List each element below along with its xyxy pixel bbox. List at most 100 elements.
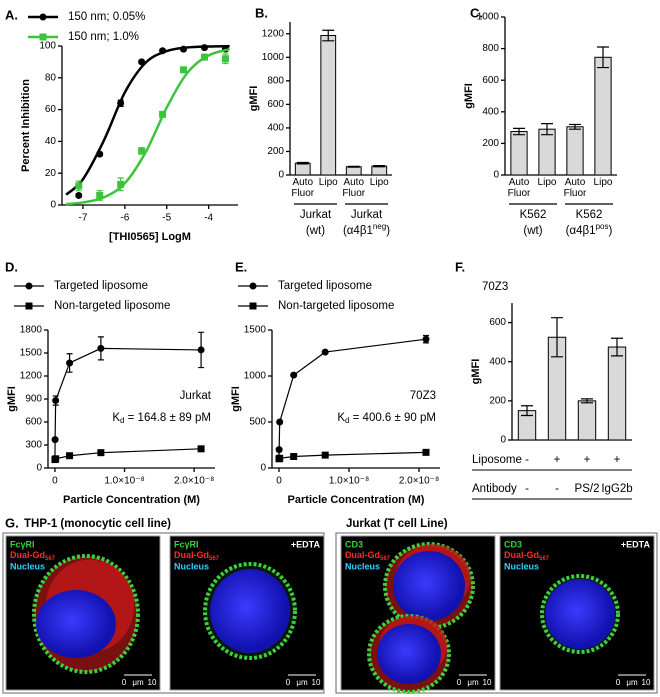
- image-frame: [335, 532, 658, 694]
- row-cell: PS/2: [575, 483, 600, 495]
- y-tick-label: 600: [482, 75, 499, 86]
- kd-subscript: d: [120, 416, 124, 425]
- y-tick-label: 800: [482, 43, 499, 54]
- error-bar: [513, 127, 525, 136]
- group-detail-end: ): [608, 225, 612, 237]
- point: [96, 191, 104, 199]
- panel: E. 0 500 1000 1500 gMFI 0 1.0×10⁻⁸ 2.0×10⁻⁸ Parti…: [230, 259, 440, 506]
- treatment-label: +EDTA: [621, 539, 651, 549]
- bar: [345, 166, 362, 176]
- scale-label: μm: [296, 678, 308, 687]
- group-superscript: neg: [373, 222, 386, 231]
- y-tick-label: 900: [25, 394, 42, 405]
- point: [275, 446, 283, 454]
- error-bar: [296, 161, 309, 165]
- y-axis-title: gMFI: [6, 386, 18, 412]
- y-tick-label: 60: [45, 104, 57, 115]
- y-tick-label: 0: [278, 170, 284, 181]
- bar: [371, 165, 388, 176]
- point: [197, 346, 205, 354]
- scale-label: 0: [616, 678, 621, 687]
- panel-letter: D.: [5, 259, 18, 274]
- point: [97, 344, 105, 352]
- x-tick-label: Lipo: [537, 177, 557, 188]
- kd-annotation: Kd = 400.6 ± 90 pM: [337, 412, 436, 425]
- y-tick-label: 0: [500, 435, 506, 446]
- x-axis-title: Particle Concentration (M): [288, 494, 425, 506]
- point: [75, 182, 83, 190]
- probe-subscript: 567: [209, 556, 220, 562]
- nucleus: [377, 624, 441, 684]
- error-bar: [373, 164, 386, 168]
- y-tick-label: 0: [260, 463, 266, 474]
- x-axis-title: Particle Concentration (M): [63, 494, 200, 506]
- group-detail: (wt): [523, 225, 542, 237]
- bar: [510, 131, 528, 176]
- bar: [538, 128, 556, 176]
- point: [221, 55, 229, 63]
- scale-label: μm: [467, 678, 479, 687]
- x-tick-label-box: Auto Fluor: [291, 177, 314, 199]
- row-cell: +: [584, 454, 591, 466]
- point: [66, 452, 74, 460]
- point: [290, 371, 298, 379]
- y-tick-label: 200: [482, 138, 499, 149]
- series-line: [54, 448, 202, 460]
- scale-label: 10: [148, 678, 157, 687]
- x-tick-label-box: Lipo: [537, 177, 557, 188]
- point: [52, 397, 60, 405]
- y-tick-label: 100: [39, 41, 56, 52]
- nucleus: [210, 569, 290, 653]
- group-detail: (wt): [306, 225, 325, 237]
- point: [66, 359, 74, 367]
- treatment-label: +EDTA: [291, 539, 321, 549]
- point: [276, 454, 284, 462]
- y-axis-title: gMFI: [248, 86, 260, 112]
- point: [422, 335, 430, 343]
- point: [321, 348, 329, 356]
- group-detail-text: (wt): [523, 225, 542, 237]
- x-tick-label-box: Lipo: [594, 177, 613, 188]
- x-tick-label: -7: [78, 213, 87, 224]
- kd-value: = 164.8 ± 89 pM: [124, 412, 211, 424]
- error-bar: [541, 123, 553, 136]
- x-tick-label: Lipo: [318, 177, 338, 188]
- x-tick-label-box: Auto Fluor: [508, 177, 531, 199]
- panel-letter: A.: [5, 7, 18, 22]
- y-tick-label: 0: [493, 170, 499, 181]
- kd-symbol: K: [112, 412, 120, 424]
- y-tick-label: 80: [45, 72, 57, 83]
- point: [180, 45, 188, 53]
- panel: A. 0 20 40 60 80 100 Percent Inhibition -7 -6 -5 -4…: [5, 7, 238, 243]
- legend-label: 150 nm; 1.0%: [68, 31, 139, 43]
- x-tick-label: Auto Fluor: [563, 177, 587, 199]
- error-bar: [597, 46, 609, 69]
- error-bar: [611, 337, 623, 357]
- group-detail: (α4β1pos): [566, 222, 613, 237]
- bar: [294, 162, 311, 176]
- group-detail-text: (α4β1: [566, 225, 596, 237]
- probe-label: Dual-Gd567: [504, 550, 550, 561]
- kd-annotation: Kd = 164.8 ± 89 pM: [112, 412, 211, 425]
- point: [117, 180, 125, 188]
- scale-label: 0: [457, 678, 462, 687]
- y-tick-label: 1200: [262, 28, 285, 39]
- y-tick-label: 400: [267, 123, 284, 134]
- y-axis-title: gMFI: [463, 83, 475, 109]
- error-bar: [569, 123, 581, 130]
- group-label: K562: [576, 209, 603, 221]
- nucleus-label: Nucleus: [10, 561, 45, 571]
- scale-label: 10: [642, 678, 651, 687]
- bar: [320, 35, 337, 176]
- fit-curve: [66, 47, 230, 206]
- y-tick-label: 800: [267, 75, 284, 86]
- group-title: THP-1 (monocytic cell line): [24, 518, 171, 530]
- x-tick-label: 0: [52, 476, 58, 487]
- error-bar: [581, 398, 593, 404]
- y-tick-label: 600: [267, 99, 284, 110]
